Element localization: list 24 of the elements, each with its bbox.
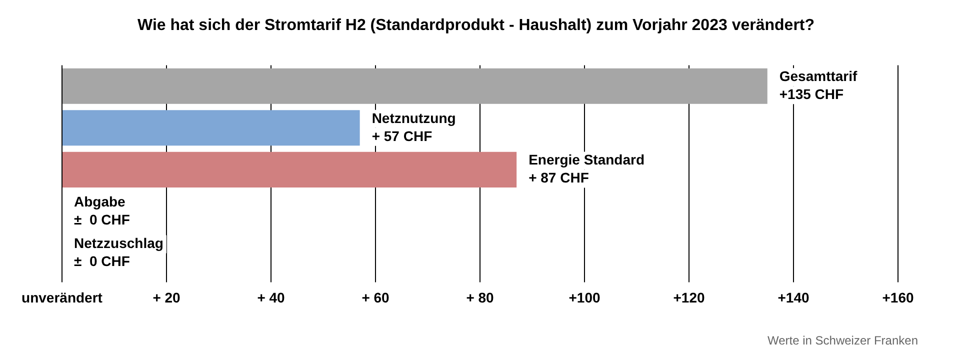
text: Werte in Schweizer Franken — [767, 333, 918, 348]
x-tick-label: +140 — [778, 289, 810, 306]
chart-title: Wie hat sich der Stromtarif H2 (Standardprodukt - Haushalt) zum Vorjahr 2023 verändert? — [137, 17, 815, 34]
x-tick-label: + 20 — [152, 289, 181, 306]
x-tick-label: + 40 — [257, 289, 286, 306]
data-label: ± 0 CHF — [74, 253, 130, 270]
data-label: + 57 CHF — [372, 128, 433, 144]
bar — [62, 68, 768, 104]
y-tick-label: Gesamttarif — [779, 68, 858, 84]
y-tick-label: Netzzuschlag — [74, 235, 164, 252]
x-tick-label: + 60 — [362, 289, 390, 306]
bar — [62, 110, 360, 146]
x-tick-label: +120 — [673, 289, 705, 306]
x-tick-label: + 80 — [466, 289, 494, 306]
x-tick-label: unverändert — [22, 289, 103, 306]
data-label: ± 0 CHF — [74, 211, 130, 228]
bar — [62, 152, 517, 188]
data-label: + 87 CHF — [528, 170, 590, 186]
data-label: +135 CHF — [779, 86, 844, 102]
y-tick-label: Netznutzung — [372, 110, 456, 126]
x-tick-label: +160 — [882, 289, 914, 306]
x-tick-label: +100 — [568, 289, 600, 306]
y-tick-label: Energie Standard — [528, 152, 644, 168]
y-tick-label: Abgabe — [74, 193, 126, 210]
